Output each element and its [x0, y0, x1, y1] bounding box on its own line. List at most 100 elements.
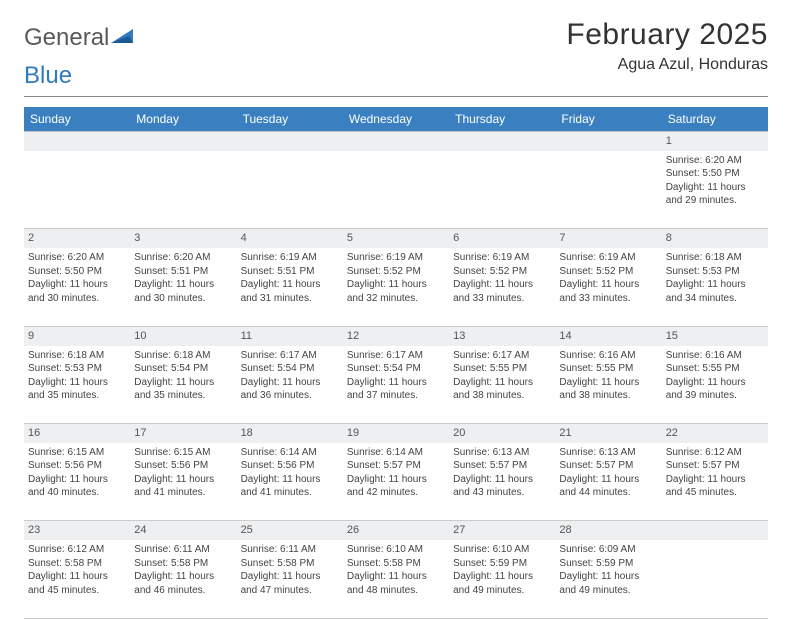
sunset-text: Sunset: 5:57 PM — [347, 459, 445, 473]
day-number-cell: 26 — [343, 521, 449, 540]
daylight-text: Daylight: 11 hours and 45 minutes. — [666, 473, 764, 500]
sunrise-text: Sunrise: 6:15 AM — [28, 446, 126, 460]
sunset-text: Sunset: 5:50 PM — [666, 167, 764, 181]
daylight-text: Daylight: 11 hours and 30 minutes. — [28, 278, 126, 305]
sunrise-text: Sunrise: 6:11 AM — [134, 543, 232, 557]
day-cell: Sunrise: 6:12 AMSunset: 5:58 PMDaylight:… — [24, 540, 130, 618]
day-number-cell: 2 — [24, 229, 130, 248]
day-cell — [449, 151, 555, 229]
day-number-cell: 4 — [237, 229, 343, 248]
sunrise-text: Sunrise: 6:19 AM — [241, 251, 339, 265]
daylight-text: Daylight: 11 hours and 48 minutes. — [347, 570, 445, 597]
day-number-cell: 20 — [449, 424, 555, 443]
sunset-text: Sunset: 5:58 PM — [134, 557, 232, 571]
day-cell: Sunrise: 6:17 AMSunset: 5:54 PMDaylight:… — [343, 346, 449, 424]
daylight-text: Daylight: 11 hours and 38 minutes. — [559, 376, 657, 403]
sunset-text: Sunset: 5:53 PM — [666, 265, 764, 279]
sunset-text: Sunset: 5:51 PM — [241, 265, 339, 279]
day-number-cell — [24, 132, 130, 151]
day-number-cell — [237, 132, 343, 151]
daylight-text: Daylight: 11 hours and 36 minutes. — [241, 376, 339, 403]
day-cell: Sunrise: 6:15 AMSunset: 5:56 PMDaylight:… — [130, 443, 236, 521]
day-cell: Sunrise: 6:14 AMSunset: 5:57 PMDaylight:… — [343, 443, 449, 521]
daynum-row: 1 — [24, 132, 768, 151]
sunset-text: Sunset: 5:52 PM — [453, 265, 551, 279]
day-content-row: Sunrise: 6:15 AMSunset: 5:56 PMDaylight:… — [24, 443, 768, 521]
day-cell: Sunrise: 6:18 AMSunset: 5:54 PMDaylight:… — [130, 346, 236, 424]
sunset-text: Sunset: 5:55 PM — [453, 362, 551, 376]
sunset-text: Sunset: 5:56 PM — [241, 459, 339, 473]
sunrise-text: Sunrise: 6:09 AM — [559, 543, 657, 557]
day-number-cell: 17 — [130, 424, 236, 443]
day-number-cell: 1 — [662, 132, 768, 151]
daylight-text: Daylight: 11 hours and 38 minutes. — [453, 376, 551, 403]
daylight-text: Daylight: 11 hours and 37 minutes. — [347, 376, 445, 403]
weekday-header: Saturday — [662, 107, 768, 132]
day-content-row: Sunrise: 6:20 AMSunset: 5:50 PMDaylight:… — [24, 151, 768, 229]
daylight-text: Daylight: 11 hours and 41 minutes. — [134, 473, 232, 500]
daylight-text: Daylight: 11 hours and 34 minutes. — [666, 278, 764, 305]
day-cell: Sunrise: 6:13 AMSunset: 5:57 PMDaylight:… — [555, 443, 661, 521]
sunrise-text: Sunrise: 6:17 AM — [453, 349, 551, 363]
sunrise-text: Sunrise: 6:13 AM — [559, 446, 657, 460]
day-number-cell: 25 — [237, 521, 343, 540]
daylight-text: Daylight: 11 hours and 33 minutes. — [453, 278, 551, 305]
sunrise-text: Sunrise: 6:20 AM — [28, 251, 126, 265]
daynum-row: 9101112131415 — [24, 326, 768, 345]
day-number-cell: 22 — [662, 424, 768, 443]
day-cell: Sunrise: 6:11 AMSunset: 5:58 PMDaylight:… — [237, 540, 343, 618]
day-cell: Sunrise: 6:19 AMSunset: 5:51 PMDaylight:… — [237, 248, 343, 326]
sunrise-text: Sunrise: 6:19 AM — [347, 251, 445, 265]
day-number-cell: 8 — [662, 229, 768, 248]
daylight-text: Daylight: 11 hours and 46 minutes. — [134, 570, 232, 597]
day-number-cell: 28 — [555, 521, 661, 540]
sunset-text: Sunset: 5:59 PM — [559, 557, 657, 571]
sunset-text: Sunset: 5:55 PM — [666, 362, 764, 376]
daylight-text: Daylight: 11 hours and 45 minutes. — [28, 570, 126, 597]
day-cell: Sunrise: 6:17 AMSunset: 5:54 PMDaylight:… — [237, 346, 343, 424]
sunset-text: Sunset: 5:56 PM — [28, 459, 126, 473]
day-cell: Sunrise: 6:19 AMSunset: 5:52 PMDaylight:… — [343, 248, 449, 326]
brand-part1: General — [24, 24, 109, 52]
daynum-row: 16171819202122 — [24, 424, 768, 443]
day-cell: Sunrise: 6:20 AMSunset: 5:50 PMDaylight:… — [24, 248, 130, 326]
sunset-text: Sunset: 5:52 PM — [347, 265, 445, 279]
daylight-text: Daylight: 11 hours and 35 minutes. — [134, 376, 232, 403]
calendar-table: Sunday Monday Tuesday Wednesday Thursday… — [24, 107, 768, 619]
day-content-row: Sunrise: 6:20 AMSunset: 5:50 PMDaylight:… — [24, 248, 768, 326]
day-cell: Sunrise: 6:10 AMSunset: 5:58 PMDaylight:… — [343, 540, 449, 618]
sunrise-text: Sunrise: 6:16 AM — [559, 349, 657, 363]
day-number-cell: 23 — [24, 521, 130, 540]
sunset-text: Sunset: 5:59 PM — [453, 557, 551, 571]
day-cell — [24, 151, 130, 229]
day-cell: Sunrise: 6:17 AMSunset: 5:55 PMDaylight:… — [449, 346, 555, 424]
day-cell: Sunrise: 6:16 AMSunset: 5:55 PMDaylight:… — [555, 346, 661, 424]
sunset-text: Sunset: 5:54 PM — [134, 362, 232, 376]
day-number-cell: 11 — [237, 326, 343, 345]
day-cell: Sunrise: 6:18 AMSunset: 5:53 PMDaylight:… — [24, 346, 130, 424]
day-number-cell: 27 — [449, 521, 555, 540]
sunrise-text: Sunrise: 6:10 AM — [347, 543, 445, 557]
day-number-cell: 6 — [449, 229, 555, 248]
sunrise-text: Sunrise: 6:19 AM — [559, 251, 657, 265]
day-number-cell — [555, 132, 661, 151]
day-cell: Sunrise: 6:12 AMSunset: 5:57 PMDaylight:… — [662, 443, 768, 521]
daylight-text: Daylight: 11 hours and 49 minutes. — [559, 570, 657, 597]
day-cell: Sunrise: 6:14 AMSunset: 5:56 PMDaylight:… — [237, 443, 343, 521]
day-cell: Sunrise: 6:20 AMSunset: 5:51 PMDaylight:… — [130, 248, 236, 326]
sunset-text: Sunset: 5:58 PM — [347, 557, 445, 571]
daylight-text: Daylight: 11 hours and 43 minutes. — [453, 473, 551, 500]
sunset-text: Sunset: 5:54 PM — [347, 362, 445, 376]
weekday-header: Sunday — [24, 107, 130, 132]
header-rule — [24, 96, 768, 97]
daylight-text: Daylight: 11 hours and 30 minutes. — [134, 278, 232, 305]
day-number-cell: 14 — [555, 326, 661, 345]
weekday-header: Wednesday — [343, 107, 449, 132]
sunset-text: Sunset: 5:50 PM — [28, 265, 126, 279]
day-number-cell: 12 — [343, 326, 449, 345]
day-cell — [343, 151, 449, 229]
weekday-header: Thursday — [449, 107, 555, 132]
day-cell — [237, 151, 343, 229]
sunset-text: Sunset: 5:58 PM — [241, 557, 339, 571]
weekday-header: Monday — [130, 107, 236, 132]
